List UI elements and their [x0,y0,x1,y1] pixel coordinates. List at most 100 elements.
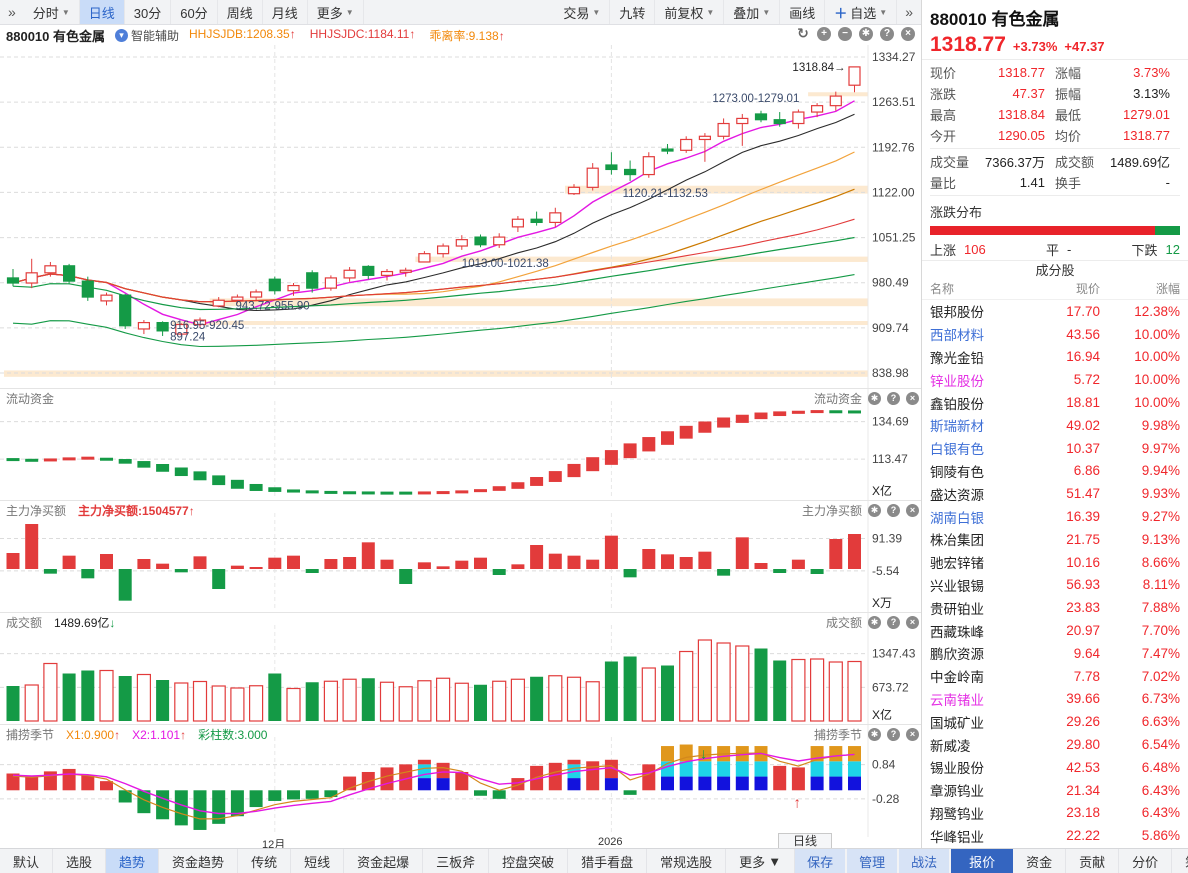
smart-assist-button[interactable]: ▾ 智能辅助 [115,27,179,44]
panel-season[interactable]: 捕捞季节 X1:0.900↑ X2:1.101↑ 彩柱数:3.000 捕捞季节 ✱? × 0.… [0,724,921,837]
table-row[interactable]: 驰宏锌锗 10.16 8.66% [922,551,1188,574]
table-row[interactable]: 白银有色 10.37 9.97% [922,437,1188,460]
gear-icon[interactable]: ✱ [868,504,881,517]
table-row[interactable]: 锌业股份 5.72 10.00% [922,368,1188,391]
table-row[interactable]: 斯瑞新材 49.02 9.98% [922,414,1188,437]
strategy-tab-传统[interactable]: 传统 [238,849,292,873]
tool-交易[interactable]: 交易 ▼ [554,0,611,24]
view-tab-筹码[interactable]: 筹码 [1172,849,1188,873]
table-row[interactable]: 章源钨业 21.34 6.43% [922,779,1188,802]
help-icon[interactable]: ? [887,728,900,741]
table-row[interactable]: 西藏珠峰 20.97 7.70% [922,619,1188,642]
svg-text:1051.25: 1051.25 [872,231,916,245]
strategy-tab-默认[interactable]: 默认 [0,849,54,873]
period-tab-更多[interactable]: 更多 ▼ [308,0,364,24]
period-tab-分时[interactable]: 分时 ▼ [24,0,80,24]
table-row[interactable]: 新威凌 29.80 6.54% [922,733,1188,756]
constituent-pct: 10.00% [1134,395,1180,411]
close-icon[interactable]: × [906,728,919,741]
panel-netbuy-canvas[interactable]: 91.39 -5.54 X万 [0,501,921,613]
quote-stats: 现价 1318.77 涨幅 3.73% 涨跌 47.37 振幅 3.13% 最高 1318.84 最… [922,60,1188,196]
period-tab-月线[interactable]: 月线 [263,0,308,24]
redo-icon[interactable]: ↻ [797,25,809,41]
tool-前复权[interactable]: 前复权 ▼ [655,0,725,24]
help-icon[interactable]: ? [887,616,900,629]
constituent-name: 西藏珠峰 [930,624,984,640]
view-tab-贡献[interactable]: 贡献 [1066,849,1120,873]
panel-turnover-canvas[interactable]: 1347.43 673.72 X亿 [0,613,921,725]
table-row[interactable]: 铜陵有色 6.86 9.94% [922,460,1188,483]
strategy-tab-更多[interactable]: 更多 ▼ [726,849,796,873]
strategy-tab-常规选股[interactable]: 常规选股 [647,849,727,873]
close-icon[interactable]: × [906,616,919,629]
expand-right-icon[interactable]: » [905,4,913,20]
table-row[interactable]: 鹏欣资源 9.64 7.47% [922,642,1188,665]
view-tab-保存[interactable]: 保存 [795,849,846,873]
chevron-down-icon: ▼ [706,7,715,17]
table-row[interactable]: 盛达资源 51.47 9.93% [922,482,1188,505]
tool-自选[interactable]: ＋自选 ▼ [825,0,898,24]
strategy-tab-资金趋势[interactable]: 资金趋势 [159,849,239,873]
gear-icon[interactable]: ✱ [868,392,881,405]
strategy-tab-趋势[interactable]: 趋势 [106,849,160,873]
period-tag[interactable]: 日线 [778,833,832,848]
table-row[interactable]: 锡业股份 42.53 6.48% [922,756,1188,779]
table-row[interactable]: 贵研铂业 23.83 7.88% [922,596,1188,619]
close-icon[interactable]: × [901,27,915,41]
panel-netbuy[interactable]: 主力净买额 主力净买额:1504577↑ 主力净买额 ✱? × 91.39 -5.54 X万 [0,500,921,613]
period-tab-30分[interactable]: 30分 [125,0,172,24]
strategy-tab-资金起爆[interactable]: 资金起爆 [344,849,424,873]
panel-flow-canvas[interactable]: 134.69 113.47 X亿 [0,389,921,501]
help-icon[interactable]: ? [880,27,894,41]
table-row[interactable]: 西部材料 43.56 10.00% [922,323,1188,346]
table-row[interactable]: 鑫铂股份 18.81 10.00% [922,391,1188,414]
svg-text:X亿: X亿 [872,707,892,722]
strategy-tab-短线[interactable]: 短线 [291,849,345,873]
gear-icon[interactable]: ✱ [868,616,881,629]
period-tab-60分[interactable]: 60分 [171,0,218,24]
close-icon[interactable]: × [906,504,919,517]
panel-season-canvas[interactable]: 0.84 -0.28 ↓ ↑ [0,725,921,837]
panel-turnover[interactable]: 成交额 1489.69亿↓ 成交额 ✱? × 1347.43 673.72 X亿 [0,612,921,725]
main-kline-chart[interactable]: 1334.27 1263.51 1192.76 1122.00 1051.25 980.4… [0,45,921,388]
minus-icon[interactable]: − [838,27,852,41]
period-tab-周线[interactable]: 周线 [218,0,263,24]
strategy-tab-label: 传统 [251,855,278,870]
table-row[interactable]: 国城矿业 29.26 6.63% [922,710,1188,733]
table-row[interactable]: 翔鹭钨业 23.18 6.43% [922,802,1188,825]
chart-area[interactable]: 1334.27 1263.51 1192.76 1122.00 1051.25 980.4… [0,45,921,837]
strategy-tab-三板斧[interactable]: 三板斧 [423,849,490,873]
period-tab-日线[interactable]: 日线 [79,0,125,24]
table-row[interactable]: 兴业银锡 56.93 8.11% [922,574,1188,597]
tool-画线[interactable]: 画线 [780,0,826,24]
tool-九转[interactable]: 九转 [610,0,656,24]
strategy-tab-选股[interactable]: 选股 [53,849,107,873]
table-row[interactable]: 银邦股份 17.70 12.38% [922,300,1188,323]
down-count-label: 下跌 [1131,242,1158,258]
strategy-tab-猎手看盘[interactable]: 猎手看盘 [568,849,648,873]
table-row[interactable]: 株冶集团 21.75 9.13% [922,528,1188,551]
help-icon[interactable]: ? [887,392,900,405]
view-tab-资金[interactable]: 资金 [1013,849,1067,873]
view-tab-管理[interactable]: 管理 [847,849,898,873]
arrow-up-icon: ↑ [498,28,505,43]
close-icon[interactable]: × [906,392,919,405]
table-row[interactable]: 云南锗业 39.66 6.73% [922,688,1188,711]
tool-叠加[interactable]: 叠加 ▼ [724,0,781,24]
table-row[interactable]: 湖南白银 16.39 9.27% [922,505,1188,528]
strategy-tab-控盘突破[interactable]: 控盘突破 [489,849,569,873]
constituents-header[interactable]: 名称 现价 涨幅 [922,280,1188,300]
panel-flow[interactable]: 流动资金 流动资金 ✱? × 134.69 113.47 X亿 [0,388,921,501]
panel-flow-header: 流动资金 [6,390,54,407]
plus-icon[interactable]: + [817,27,831,41]
help-icon[interactable]: ? [887,504,900,517]
view-tab-分价[interactable]: 分价 [1119,849,1173,873]
gear-icon[interactable]: ✱ [868,728,881,741]
table-row[interactable]: 中金岭南 7.78 7.02% [922,665,1188,688]
gear-icon[interactable]: ✱ [859,27,873,41]
table-row[interactable]: 豫光金铅 16.94 10.00% [922,346,1188,369]
view-tab-报价[interactable]: 报价 [951,849,1014,873]
expand-left-icon[interactable]: » [8,4,16,20]
table-row[interactable]: 华峰铝业 22.22 5.86% [922,824,1188,847]
view-tab-战法[interactable]: 战法 [899,849,950,873]
